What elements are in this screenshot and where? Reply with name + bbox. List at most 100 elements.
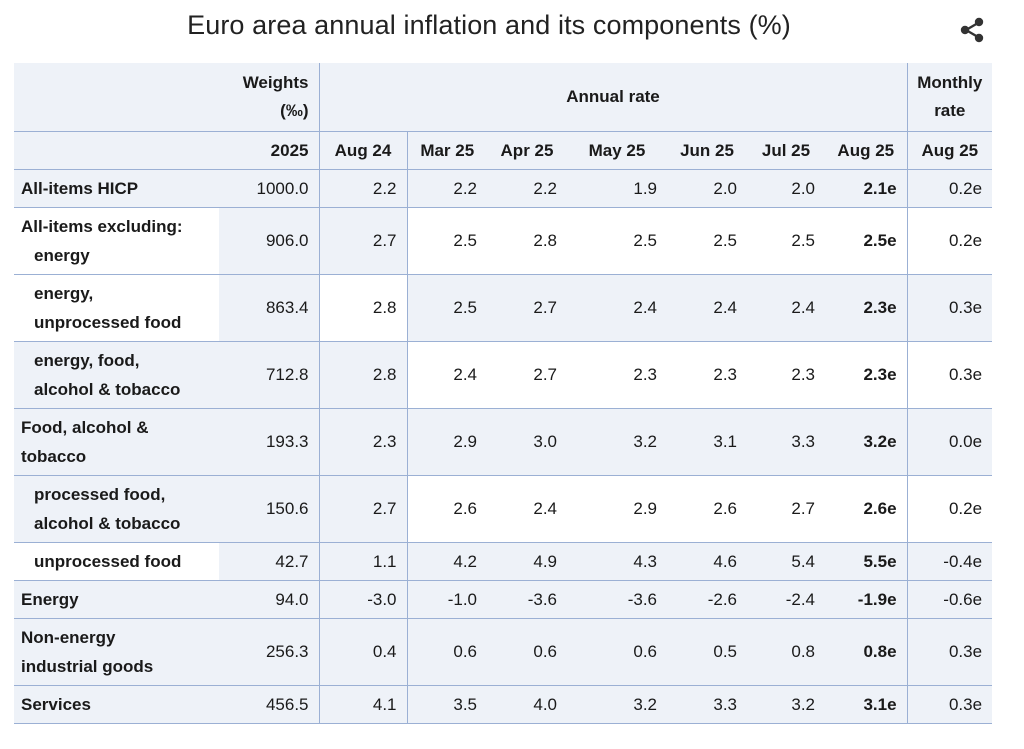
rate-cell: 2.8 — [318, 341, 407, 409]
rate-cell: 2.2 — [406, 169, 487, 208]
latest-rate-cell: 2.5e — [825, 207, 908, 275]
rate-cell: 2.2 — [318, 169, 407, 208]
monthly-rate-cell: 0.3e — [906, 274, 993, 342]
row-label: Food, alcohol & tobacco — [14, 408, 219, 476]
rate-cell: 2.3 — [667, 341, 747, 409]
row-label: unprocessed food — [14, 542, 219, 581]
weight-cell: 150.6 — [219, 475, 319, 543]
rate-cell: -2.4 — [747, 580, 825, 619]
rate-cell: 3.2 — [567, 408, 667, 476]
latest-rate-cell: 2.1e — [825, 169, 908, 208]
col-header: Jun 25 — [667, 131, 747, 170]
col-header: Jul 25 — [747, 131, 825, 170]
rate-cell: 2.7 — [487, 274, 567, 342]
monthly-rate-cell: -0.4e — [906, 542, 993, 581]
col-header: May 25 — [567, 131, 667, 170]
rate-cell: 2.7 — [318, 207, 407, 275]
row-label: energy, food, alcohol & tobacco — [14, 341, 219, 409]
latest-rate-cell: 2.3e — [825, 274, 908, 342]
rate-cell: 4.6 — [667, 542, 747, 581]
latest-rate-cell: 2.3e — [825, 341, 908, 409]
latest-rate-cell: 3.1e — [825, 685, 908, 724]
rate-cell: 2.4 — [747, 274, 825, 342]
rate-cell: 2.3 — [747, 341, 825, 409]
rate-cell: -1.0 — [406, 580, 487, 619]
table-row: unprocessed food 42.7 1.1 4.2 4.9 4.3 4.… — [14, 542, 993, 581]
rate-cell: 2.7 — [487, 341, 567, 409]
weight-cell: 256.3 — [219, 618, 319, 686]
table-row: processed food, alcohol & tobacco 150.6 2… — [14, 475, 993, 543]
table-row: energy, unprocessed food 863.4 2.8 2.5 2.… — [14, 274, 993, 342]
rate-cell: 2.5 — [747, 207, 825, 275]
rate-cell: 2.5 — [406, 207, 487, 275]
rate-cell: 4.2 — [406, 542, 487, 581]
weight-cell: 906.0 — [219, 207, 319, 275]
rate-cell: 4.9 — [487, 542, 567, 581]
rate-cell: 2.5 — [406, 274, 487, 342]
rate-cell: 0.8 — [747, 618, 825, 686]
rate-cell: 2.3 — [567, 341, 667, 409]
table-row: All-items HICP 1000.0 2.2 2.2 2.2 1.9 2.… — [14, 169, 993, 208]
weight-cell: 193.3 — [219, 408, 319, 476]
table-row: Food, alcohol & tobacco 193.3 2.3 2.9 3.0… — [14, 408, 993, 476]
row-label: Energy — [14, 580, 219, 619]
rate-cell: 2.7 — [747, 475, 825, 543]
rate-cell: 3.3 — [747, 408, 825, 476]
weight-cell: 456.5 — [219, 685, 319, 724]
weight-cell: 712.8 — [219, 341, 319, 409]
latest-rate-cell: -1.9e — [825, 580, 908, 619]
row-label: Non-energy industrial goods — [14, 618, 219, 686]
rate-cell: 2.9 — [406, 408, 487, 476]
rate-cell: 2.2 — [487, 169, 567, 208]
table-row: energy, food, alcohol & tobacco 712.8 2.8… — [14, 341, 993, 409]
rate-cell: 2.6 — [667, 475, 747, 543]
annual-rate-header: Annual rate — [318, 63, 908, 132]
rate-cell: 4.0 — [487, 685, 567, 724]
rate-cell: 2.7 — [318, 475, 407, 543]
rate-cell: 2.0 — [667, 169, 747, 208]
monthly-rate-cell: -0.6e — [906, 580, 993, 619]
row-label: processed food, alcohol & tobacco — [14, 475, 219, 543]
rate-cell: 1.9 — [567, 169, 667, 208]
monthly-rate-cell: 0.2e — [906, 475, 993, 543]
col-header: Aug 25 — [825, 131, 908, 170]
rate-cell: 3.2 — [567, 685, 667, 724]
rate-cell: -2.6 — [667, 580, 747, 619]
col-header: Mar 25 — [406, 131, 487, 170]
monthly-rate-cell: 0.2e — [906, 169, 993, 208]
page-title: Euro area annual inflation and its compo… — [187, 10, 791, 40]
rate-cell: 2.4 — [567, 274, 667, 342]
col-header-weight-year: 2025 — [219, 131, 319, 170]
latest-rate-cell: 2.6e — [825, 475, 908, 543]
row-label: All-items excluding: energy — [14, 207, 219, 275]
rate-cell: 0.5 — [667, 618, 747, 686]
weight-cell: 1000.0 — [219, 169, 319, 208]
rate-cell: 3.3 — [667, 685, 747, 724]
latest-rate-cell: 5.5e — [825, 542, 908, 581]
rate-cell: 3.5 — [406, 685, 487, 724]
col-header: Aug 24 — [318, 131, 407, 170]
table-row: Services 456.5 4.1 3.5 4.0 3.2 3.3 3.2 3… — [14, 685, 993, 724]
row-label-text: energy — [34, 246, 90, 265]
share-icon[interactable] — [958, 16, 986, 44]
rate-cell: 0.6 — [487, 618, 567, 686]
rate-cell: -3.0 — [318, 580, 407, 619]
rate-cell: 4.1 — [318, 685, 407, 724]
monthly-rate-cell: 0.3e — [906, 685, 993, 724]
rate-cell: 3.2 — [747, 685, 825, 724]
monthly-rate-cell: 0.0e — [906, 408, 993, 476]
table-row: All-items excluding: energy 906.0 2.7 2.5… — [14, 207, 993, 275]
monthly-rate-header: Monthly rate — [906, 63, 993, 132]
col-header: Aug 25 — [906, 131, 993, 170]
rate-cell: 2.5 — [567, 207, 667, 275]
rate-cell: 2.4 — [667, 274, 747, 342]
header-row-top: Weights (‰) Annual rate Monthly rate — [14, 63, 993, 132]
rate-cell: 5.4 — [747, 542, 825, 581]
monthly-rate-cell: 0.2e — [906, 207, 993, 275]
table-row: Energy 94.0 -3.0 -1.0 -3.6 -3.6 -2.6 -2.… — [14, 580, 993, 619]
inflation-table: Weights (‰) Annual rate Monthly rate 2025 … — [14, 63, 993, 724]
weight-cell: 42.7 — [219, 542, 319, 581]
rate-cell: 2.4 — [487, 475, 567, 543]
monthly-rate-cell: 0.3e — [906, 618, 993, 686]
table-row: Non-energy industrial goods 256.3 0.4 0.6… — [14, 618, 993, 686]
